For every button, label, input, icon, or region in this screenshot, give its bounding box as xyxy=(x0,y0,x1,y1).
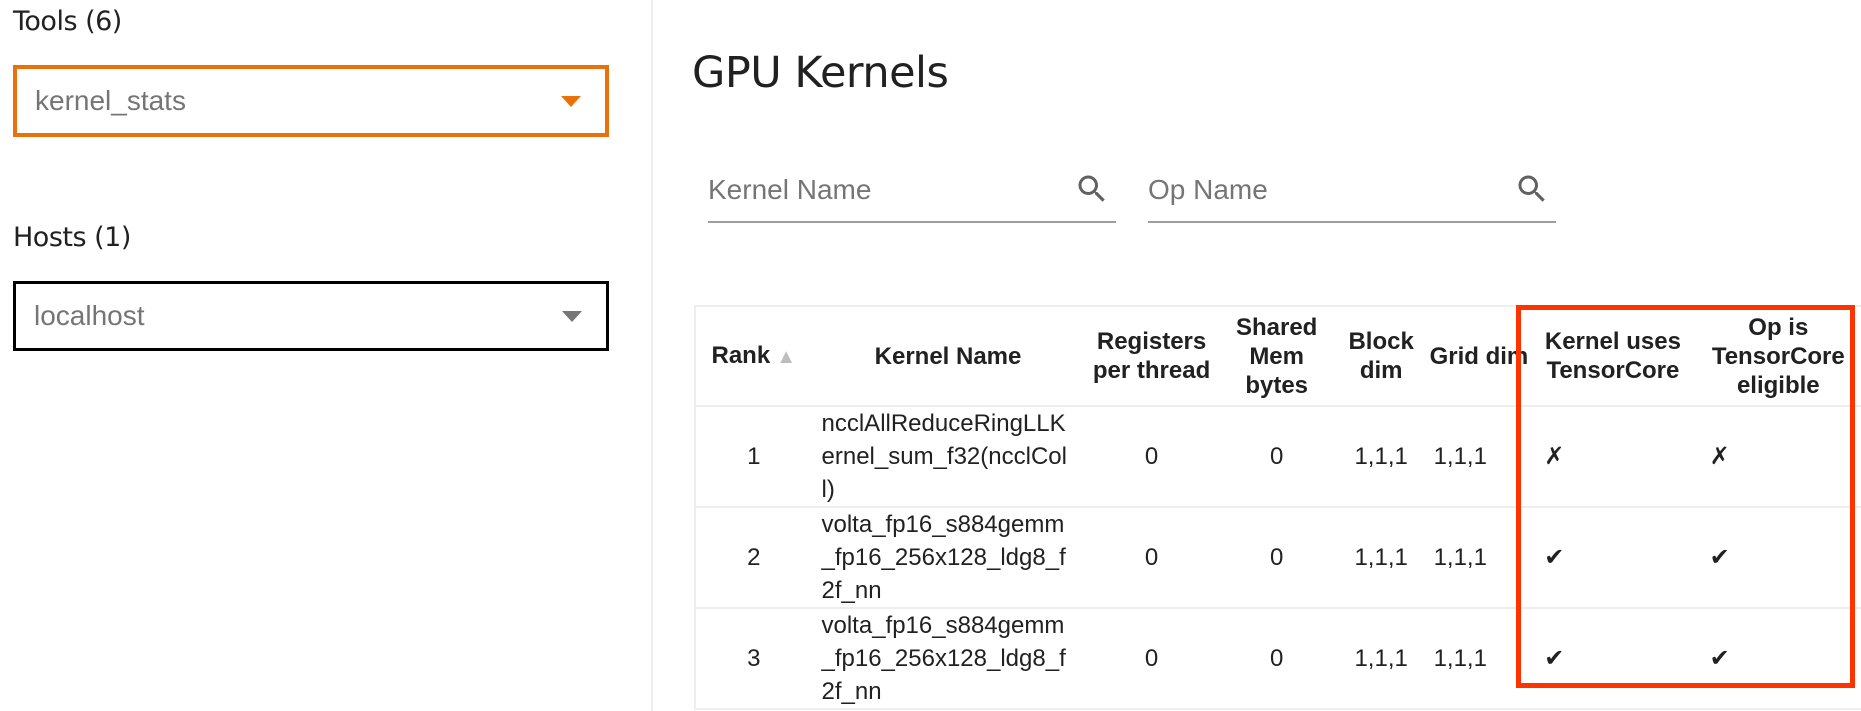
cell-kernel-uses-tensorcore: ✔ xyxy=(1530,608,1696,710)
sidebar: Tools (6) kernel_stats Hosts (1) localho… xyxy=(0,0,653,711)
cell-kernel-uses-tensorcore: ✗ xyxy=(1530,406,1696,508)
cell-shared-mem: 0 xyxy=(1218,406,1335,508)
column-header-shared-mem[interactable]: Shared Mem bytes xyxy=(1218,306,1335,407)
op-name-search xyxy=(1148,165,1556,223)
sort-ascending-icon[interactable]: ▲ xyxy=(776,345,796,368)
kernel-name-search xyxy=(708,165,1116,223)
cell-op-tensorcore-eligible: ✗ xyxy=(1695,406,1861,508)
cell-block-dim: 1,1,1 xyxy=(1334,507,1428,609)
column-header-kernel-uses-tensorcore[interactable]: Kernel uses TensorCore xyxy=(1530,306,1696,407)
column-header-kernel-name[interactable]: Kernel Name xyxy=(811,306,1085,407)
cell-grid-dim: 1,1,1 xyxy=(1427,608,1531,710)
cell-kernel-name: volta_fp16_s884gemm_fp16_256x128_ldg8_f2… xyxy=(811,507,1085,609)
chevron-down-icon xyxy=(562,311,582,322)
table-row[interactable]: 2 volta_fp16_s884gemm_fp16_256x128_ldg8_f… xyxy=(695,507,1861,609)
cell-rank: 2 xyxy=(695,507,812,609)
cell-op-tensorcore-eligible: ✔ xyxy=(1695,507,1861,609)
hosts-select[interactable]: localhost xyxy=(13,281,609,351)
tools-select-value: kernel_stats xyxy=(35,85,186,116)
cell-registers: 0 xyxy=(1084,608,1219,710)
cell-op-tensorcore-eligible: ✔ xyxy=(1695,608,1861,710)
cell-grid-dim: 1,1,1 xyxy=(1427,406,1531,508)
column-header-block-dim[interactable]: Block dim xyxy=(1334,306,1428,407)
cell-shared-mem: 0 xyxy=(1218,608,1335,710)
search-icon[interactable] xyxy=(1074,171,1110,207)
cell-registers: 0 xyxy=(1084,507,1219,609)
table-header-row: Rank ▲ Kernel Name Registers per thread S… xyxy=(695,306,1861,407)
column-header-op-tensorcore-eligible[interactable]: Op is TensorCore eligible xyxy=(1695,306,1861,407)
tools-select[interactable]: kernel_stats xyxy=(13,65,609,137)
cell-kernel-name: ncclAllReduceRingLLKernel_sum_f32(ncclCo… xyxy=(811,406,1085,508)
search-icon[interactable] xyxy=(1514,171,1550,207)
chevron-down-icon xyxy=(561,96,581,107)
table-row[interactable]: 1 ncclAllReduceRingLLKernel_sum_f32(ncclC… xyxy=(695,406,1861,508)
kernel-name-search-input[interactable] xyxy=(708,165,1038,215)
table-row[interactable]: 3 volta_fp16_s884gemm_fp16_256x128_ldg8_f… xyxy=(695,608,1861,710)
op-name-search-input[interactable] xyxy=(1148,165,1478,215)
column-header-rank[interactable]: Rank ▲ xyxy=(695,306,812,407)
hosts-label: Hosts (1) xyxy=(13,222,131,253)
column-header-registers[interactable]: Registers per thread xyxy=(1084,306,1219,407)
cell-block-dim: 1,1,1 xyxy=(1334,406,1428,508)
cell-grid-dim: 1,1,1 xyxy=(1427,507,1531,609)
cell-registers: 0 xyxy=(1084,406,1219,508)
hosts-select-value: localhost xyxy=(34,300,145,331)
cell-rank: 1 xyxy=(695,406,812,508)
column-header-grid-dim[interactable]: Grid dim xyxy=(1427,306,1531,407)
cell-rank: 3 xyxy=(695,608,812,710)
tools-label: Tools (6) xyxy=(13,6,122,37)
cell-shared-mem: 0 xyxy=(1218,507,1335,609)
cell-kernel-name: volta_fp16_s884gemm_fp16_256x128_ldg8_f2… xyxy=(811,608,1085,710)
cell-kernel-uses-tensorcore: ✔ xyxy=(1530,507,1696,609)
cell-block-dim: 1,1,1 xyxy=(1334,608,1428,710)
kernel-stats-table: Rank ▲ Kernel Name Registers per thread S… xyxy=(694,305,1861,710)
page-title: GPU Kernels xyxy=(692,48,949,98)
